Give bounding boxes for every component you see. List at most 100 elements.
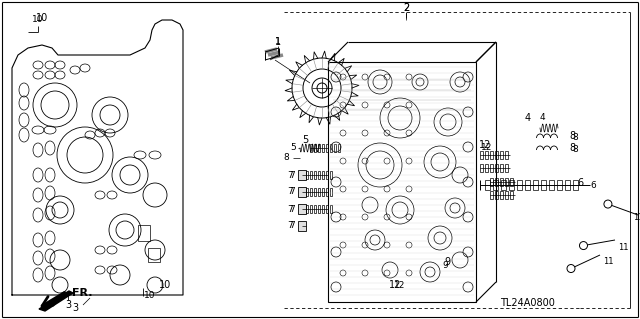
Bar — [510, 178, 513, 186]
Text: 3: 3 — [65, 300, 71, 310]
Text: 8: 8 — [572, 133, 578, 143]
Bar — [500, 191, 503, 199]
Bar — [314, 144, 316, 152]
Bar — [306, 171, 308, 179]
Text: 10: 10 — [144, 292, 156, 300]
Bar — [480, 151, 483, 159]
Text: 11: 11 — [603, 257, 614, 266]
Bar — [485, 180, 490, 190]
Bar — [505, 178, 508, 186]
Bar — [298, 204, 306, 214]
Text: 12: 12 — [394, 280, 406, 290]
Text: 3: 3 — [72, 303, 78, 313]
Bar — [495, 151, 498, 159]
Bar — [318, 171, 320, 179]
Text: 12: 12 — [479, 140, 491, 150]
Bar — [326, 144, 328, 152]
Bar — [322, 171, 324, 179]
Bar — [480, 164, 483, 172]
Bar — [318, 205, 320, 213]
Bar — [310, 188, 312, 196]
Bar — [490, 164, 493, 172]
Bar — [505, 164, 508, 172]
Text: 9: 9 — [444, 257, 450, 267]
Bar — [314, 205, 316, 213]
Bar — [338, 144, 340, 152]
Bar — [326, 171, 328, 179]
Bar — [306, 188, 308, 196]
Bar — [525, 180, 530, 190]
Bar — [495, 191, 498, 199]
Bar — [306, 205, 308, 213]
Bar — [541, 180, 546, 190]
Bar — [490, 191, 493, 199]
Bar — [500, 151, 503, 159]
Bar — [485, 151, 488, 159]
Text: 8: 8 — [569, 131, 575, 141]
Bar — [322, 205, 324, 213]
Text: 2: 2 — [403, 3, 409, 13]
Bar — [500, 178, 503, 186]
Bar — [298, 170, 306, 180]
Text: 7: 7 — [287, 221, 293, 231]
Bar — [330, 144, 332, 152]
Bar — [310, 144, 312, 152]
Text: 7: 7 — [287, 188, 293, 197]
Bar — [310, 205, 312, 213]
Bar — [148, 248, 160, 262]
Text: 7: 7 — [287, 204, 293, 213]
Bar — [509, 180, 514, 190]
Text: 10: 10 — [32, 16, 44, 25]
Bar — [549, 180, 554, 190]
Bar — [318, 144, 320, 152]
Bar — [573, 180, 578, 190]
Text: 1: 1 — [275, 37, 281, 47]
Text: 7: 7 — [289, 188, 295, 197]
Bar — [330, 205, 332, 213]
Bar — [330, 171, 332, 179]
Text: TL24A0800: TL24A0800 — [500, 298, 555, 308]
Bar — [326, 188, 328, 196]
Bar — [495, 164, 498, 172]
Bar — [505, 151, 508, 159]
Bar — [328, 62, 476, 302]
Bar — [533, 180, 538, 190]
Text: 5: 5 — [290, 144, 296, 152]
Text: 4: 4 — [525, 113, 531, 123]
Bar — [326, 205, 328, 213]
Bar — [298, 187, 306, 197]
Text: 1: 1 — [275, 38, 281, 47]
Text: 5: 5 — [302, 135, 308, 145]
Text: 11: 11 — [633, 213, 640, 222]
Text: 6: 6 — [577, 178, 583, 188]
Text: 9: 9 — [442, 261, 448, 270]
Bar — [310, 171, 312, 179]
Text: 8: 8 — [569, 143, 575, 153]
Bar — [322, 188, 324, 196]
Bar — [510, 191, 513, 199]
Polygon shape — [39, 291, 73, 311]
Bar — [485, 164, 488, 172]
Bar — [334, 144, 336, 152]
Text: 12: 12 — [481, 144, 493, 152]
Text: 7: 7 — [287, 170, 293, 180]
Text: 12: 12 — [389, 280, 401, 290]
Text: 2: 2 — [403, 3, 409, 13]
Bar — [314, 171, 316, 179]
Bar — [322, 144, 324, 152]
Text: 7: 7 — [289, 221, 295, 231]
Bar — [517, 180, 522, 190]
Bar — [490, 151, 493, 159]
Text: 6: 6 — [590, 181, 596, 189]
Text: 8: 8 — [283, 153, 289, 162]
Text: 4: 4 — [539, 114, 545, 122]
Text: FR.: FR. — [72, 288, 93, 298]
Text: 10: 10 — [36, 13, 48, 23]
Bar — [490, 178, 493, 186]
Bar — [500, 164, 503, 172]
Bar — [495, 178, 498, 186]
Bar — [314, 188, 316, 196]
Text: 11: 11 — [618, 243, 628, 253]
Text: 8: 8 — [572, 145, 578, 154]
Text: 7: 7 — [289, 170, 295, 180]
